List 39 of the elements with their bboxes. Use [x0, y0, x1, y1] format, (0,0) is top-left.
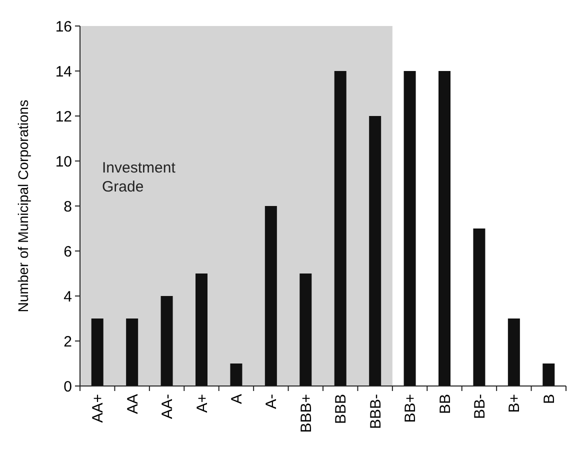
bar [542, 364, 555, 386]
x-tick-label: A [228, 394, 246, 404]
y-tick-label: 0 [64, 378, 72, 396]
y-tick-label: 16 [55, 18, 72, 36]
y-tick-label: 4 [64, 288, 72, 306]
y-tick-label: 2 [64, 333, 72, 350]
y-tick-label: 12 [55, 108, 72, 126]
x-tick-label: BBB [332, 394, 350, 424]
bar [508, 318, 520, 386]
bar [91, 318, 104, 386]
x-tick-label: B [540, 394, 558, 404]
x-tick-label: BB [436, 394, 454, 414]
x-tick-label: BB+ [402, 394, 420, 423]
bar [334, 71, 346, 386]
bar [404, 71, 416, 386]
x-tick-label: B+ [506, 394, 524, 413]
bar [473, 228, 486, 386]
y-axis-title: Number of Municipal Corporations [15, 100, 31, 312]
x-tick-label: BB- [471, 394, 488, 420]
bar [126, 318, 138, 386]
x-tick-label: AA+ [90, 394, 107, 423]
x-tick-label: AA [124, 394, 142, 414]
y-tick-label: 6 [64, 243, 72, 260]
y-tick-label: 10 [55, 153, 72, 170]
bar [160, 296, 173, 386]
x-tick-label: A+ [194, 394, 211, 413]
x-tick-label: BBB+ [298, 394, 315, 433]
bar [264, 206, 277, 386]
y-tick-label: 8 [64, 198, 72, 216]
band-label: Investment Grade [102, 159, 176, 196]
x-tick-label: A- [263, 394, 280, 409]
bar [369, 116, 382, 386]
x-tick-label: AA- [159, 394, 176, 420]
x-tick-label: BBB- [367, 394, 384, 430]
bar [230, 364, 242, 386]
bar [300, 274, 312, 386]
bar [438, 71, 450, 386]
y-tick-label: 14 [55, 63, 72, 80]
bar [196, 274, 208, 386]
